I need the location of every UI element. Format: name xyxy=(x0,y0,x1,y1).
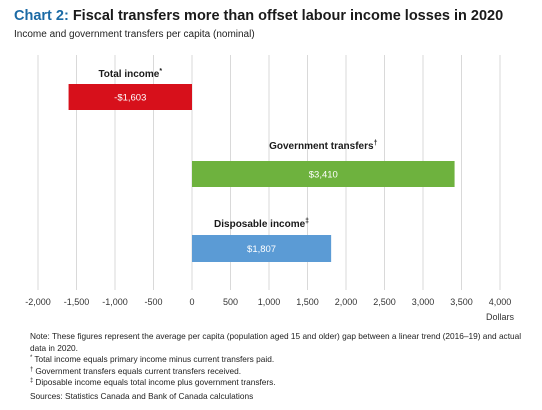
category-label: Total income* xyxy=(98,68,162,80)
x-tick-label: -2,000 xyxy=(25,297,51,307)
x-tick-label: -1,000 xyxy=(102,297,128,307)
chart-title-text: Fiscal transfers more than offset labour… xyxy=(72,8,504,24)
footnote-total-income: * Total income equals primary income minu… xyxy=(30,354,530,366)
chart-title: Chart 2: Fiscal transfers more than offs… xyxy=(14,8,503,24)
labels: -$1,603 Total income* $3,410 Government tra… xyxy=(98,68,377,255)
data-label: $3,410 xyxy=(309,170,338,181)
category-label: Government transfers† xyxy=(269,140,377,152)
x-tick-label: 2,500 xyxy=(373,297,396,307)
bar-chart: -$1,603 Total income* $3,410 Government tra… xyxy=(25,55,514,322)
footnote-text: Total income equals primary income minus… xyxy=(34,354,275,365)
chart-subtitle: Income and government transfers per capi… xyxy=(14,29,255,40)
footnote-text: Diposable income equals total income plu… xyxy=(35,377,276,388)
bar xyxy=(68,84,192,110)
x-tick-label: 1,500 xyxy=(296,297,319,307)
x-tick-label: -500 xyxy=(144,297,162,307)
footnote-text: Government transfers equals current tran… xyxy=(35,365,242,376)
x-tick-label: 1,000 xyxy=(258,297,281,307)
x-tick-label: 500 xyxy=(223,297,238,307)
x-axis-ticks: -2,000 -1,500 -1,000 -500 0 500 1,000 1,500 2,00… xyxy=(25,297,514,322)
data-label: -$1,603 xyxy=(114,93,146,104)
footnote-mark: † xyxy=(30,366,34,373)
bars xyxy=(68,84,455,262)
note-text: Note: These figures represent the averag… xyxy=(30,331,522,353)
x-tick-label: 2,000 xyxy=(335,297,358,307)
chart-notes: Note: These figures represent the averag… xyxy=(30,331,530,403)
x-tick-label: 4,000 xyxy=(489,297,512,307)
chart-number-label: Chart 2: xyxy=(14,8,69,24)
data-label: $1,807 xyxy=(247,244,276,255)
x-tick-label: 3,500 xyxy=(450,297,473,307)
x-tick-label: 3,000 xyxy=(412,297,435,307)
x-axis-label: Dollars xyxy=(486,312,515,322)
footnote-disposable-income: ‡ Diposable income equals total income pl… xyxy=(30,377,530,389)
sources-text: Sources: Statistics Canada and Bank of C… xyxy=(30,390,254,401)
footnote-government-transfers: † Government transfers equals current tra… xyxy=(30,366,530,378)
bar xyxy=(192,235,332,262)
footnote-mark: * xyxy=(30,355,33,362)
bar xyxy=(192,161,455,187)
footnote-mark: ‡ xyxy=(30,378,34,385)
x-tick-label: 0 xyxy=(189,297,194,307)
category-label: Disposable income‡ xyxy=(214,218,309,230)
x-tick-label: -1,500 xyxy=(64,297,90,307)
